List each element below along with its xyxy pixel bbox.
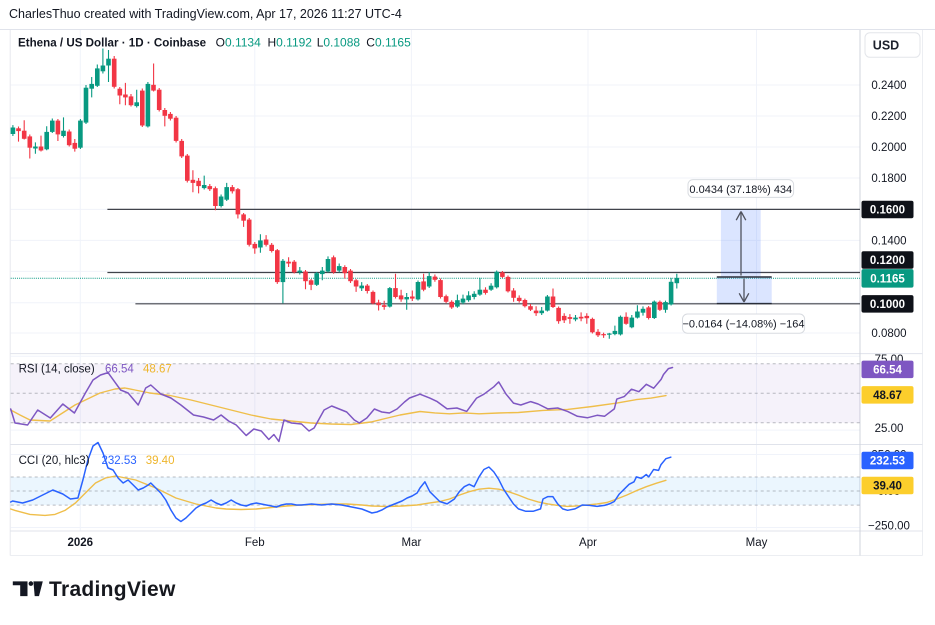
svg-text:Ethena / US Dollar · 1D · Coin: Ethena / US Dollar · 1D · Coinbase xyxy=(18,37,207,50)
svg-text:−250.00: −250.00 xyxy=(868,521,910,533)
svg-text:232.53: 232.53 xyxy=(870,456,905,468)
svg-text:0.1800: 0.1800 xyxy=(871,173,906,185)
svg-text:66.54: 66.54 xyxy=(873,364,902,376)
svg-text:0.1165: 0.1165 xyxy=(870,273,905,285)
svg-text:Feb: Feb xyxy=(245,537,265,549)
svg-text:−0.0164 (−14.08%) −164: −0.0164 (−14.08%) −164 xyxy=(682,319,804,331)
svg-text:Apr: Apr xyxy=(579,537,597,549)
svg-text:39.40: 39.40 xyxy=(873,481,902,493)
svg-text:CharlesThuo created with Tradi: CharlesThuo created with TradingView.com… xyxy=(9,7,402,21)
svg-text:0.1000: 0.1000 xyxy=(870,299,905,311)
svg-text:0.2400: 0.2400 xyxy=(871,80,906,92)
svg-text:USD: USD xyxy=(873,38,899,52)
svg-text:25.00: 25.00 xyxy=(875,423,904,435)
svg-text:0.1200: 0.1200 xyxy=(870,255,905,267)
svg-text:0.0434 (37.18%) 434: 0.0434 (37.18%) 434 xyxy=(689,184,792,196)
svg-text:May: May xyxy=(746,537,768,549)
svg-text:2026: 2026 xyxy=(68,537,94,549)
svg-text:0.2000: 0.2000 xyxy=(871,142,906,154)
svg-text:TradingView: TradingView xyxy=(49,578,176,601)
svg-text:48.67: 48.67 xyxy=(873,390,902,402)
svg-text:0.1400: 0.1400 xyxy=(871,235,906,247)
svg-text:0.2200: 0.2200 xyxy=(871,111,906,123)
svg-text:Mar: Mar xyxy=(401,537,421,549)
svg-text:0.0800: 0.0800 xyxy=(871,328,906,340)
svg-text:0.1600: 0.1600 xyxy=(870,204,905,216)
